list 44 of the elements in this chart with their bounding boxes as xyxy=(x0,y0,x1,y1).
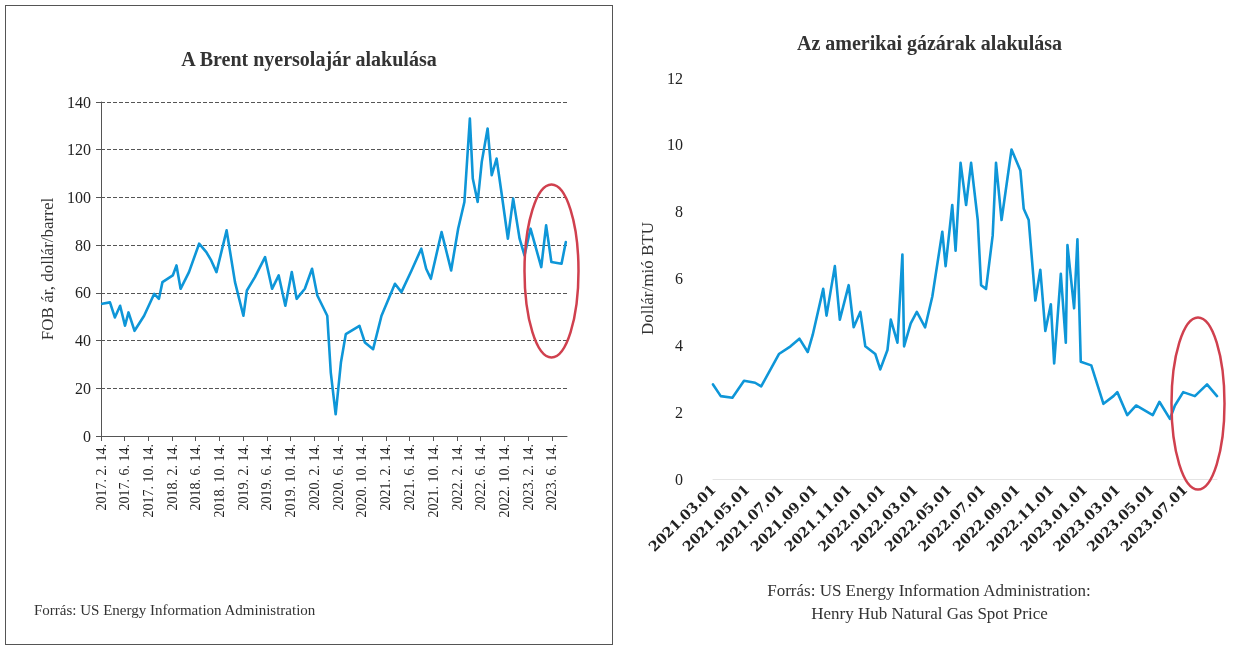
x-tick-label: 2022. 6. 14. xyxy=(473,444,489,511)
x-tick-label: 2022. 2. 14. xyxy=(449,444,465,511)
x-tick-label: 2019. 10. 14. xyxy=(283,444,299,518)
x-tick-label: 2019. 2. 14. xyxy=(235,444,251,511)
chart-title: A Brent nyersolajár alakulása xyxy=(181,48,437,71)
x-tick-label: 2018. 2. 14. xyxy=(164,444,180,511)
y-tick-label: 120 xyxy=(67,141,91,159)
y-axis-title: FOB ár, dollár/barrel xyxy=(38,197,57,341)
x-tick-label: 2017. 10. 14. xyxy=(140,444,156,518)
x-tick-label: 2021. 2. 14. xyxy=(378,444,394,511)
x-tick-label: 2017. 2. 14. xyxy=(93,444,109,511)
y-tick-label: 60 xyxy=(75,284,91,302)
x-tick-label: 2020. 2. 14. xyxy=(307,444,323,511)
y-tick-label: 20 xyxy=(75,379,91,397)
y-tick-label: 0 xyxy=(83,427,91,445)
x-tick-label: 2020. 6. 14. xyxy=(330,444,346,511)
y-tick-label: 40 xyxy=(75,332,91,350)
x-tick-label: 2019. 6. 14. xyxy=(259,444,275,511)
y-tick-label: 100 xyxy=(67,188,91,206)
y-tick-label: 10 xyxy=(667,136,683,154)
y-tick-label: 12 xyxy=(667,69,683,87)
y-axis-title: Dollár/mió BTU xyxy=(638,222,658,335)
text: Forrás: US Energy Information Administration xyxy=(34,601,316,618)
chart-title: Az amerikai gázárak alakulása xyxy=(797,32,1062,55)
x-tick-label: 2021. 10. 14. xyxy=(425,444,441,518)
text: Henry Hub Natural Gas Spot Price xyxy=(811,604,1048,623)
line-series xyxy=(711,148,1219,421)
x-tick-label: 2017. 6. 14. xyxy=(116,444,132,511)
y-tick-label: 8 xyxy=(675,203,683,221)
x-tick-label: 2023. 6. 14. xyxy=(544,444,560,511)
y-tick-label: 6 xyxy=(675,270,683,287)
y-tick-label: 140 xyxy=(67,93,91,111)
x-tick-label: 2023. 2. 14. xyxy=(520,444,536,511)
line-series xyxy=(100,117,568,416)
x-tick-label: 2020. 10. 14. xyxy=(354,444,370,518)
y-tick-label: 4 xyxy=(675,336,683,354)
x-tick-label: 2018. 10. 14. xyxy=(211,444,227,518)
text: Forrás: US Energy Information Administration: xyxy=(767,581,1091,600)
x-tick-label: 2018. 6. 14. xyxy=(188,444,204,511)
x-tick-label: 2022. 10. 14. xyxy=(496,444,512,518)
y-tick-label: 2 xyxy=(675,403,683,421)
x-tick-label: 2021. 6. 14. xyxy=(401,444,417,511)
y-tick-label: 80 xyxy=(75,236,91,254)
y-tick-label: 0 xyxy=(675,470,683,488)
